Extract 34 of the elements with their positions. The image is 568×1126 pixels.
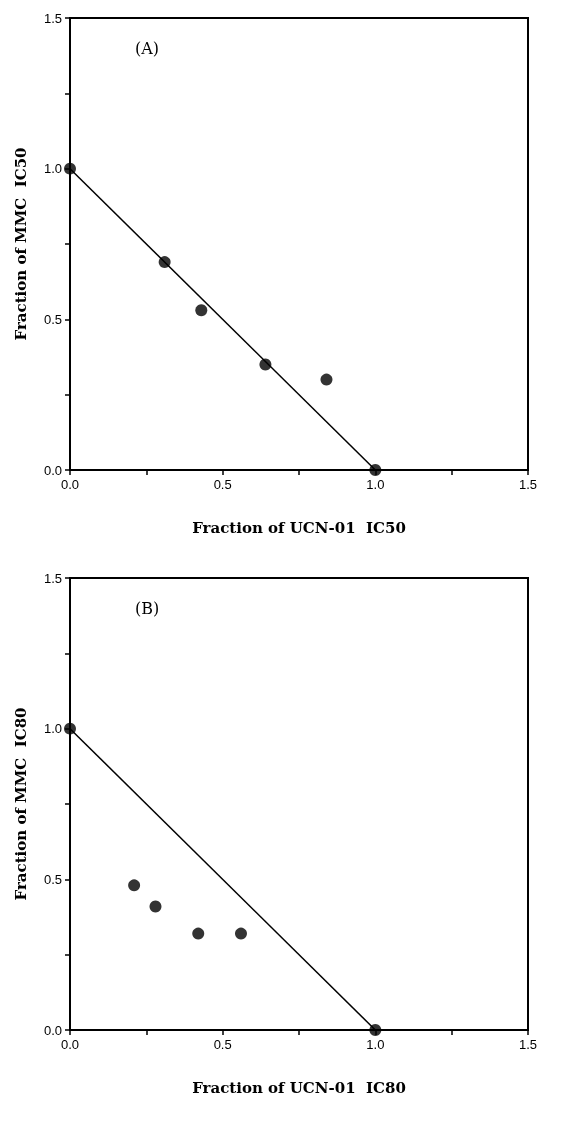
point bbox=[64, 162, 76, 175]
y-axis-title: Fraction of MMC IC80 bbox=[11, 707, 30, 901]
point bbox=[64, 722, 76, 735]
y-tick-label: 0.0 bbox=[43, 1022, 62, 1038]
point bbox=[235, 927, 247, 940]
point bbox=[369, 464, 382, 476]
point bbox=[259, 358, 272, 371]
x-tick-label: 1.5 bbox=[518, 1037, 538, 1052]
point bbox=[128, 879, 141, 892]
y-tick-label: 0.5 bbox=[43, 311, 62, 327]
y-tick-label: 1.0 bbox=[43, 161, 62, 177]
x-axis-title: Fraction of UCN-01 IC50 bbox=[192, 518, 406, 537]
annotation: (B) bbox=[135, 598, 160, 618]
x-tick-label: 0.0 bbox=[60, 477, 80, 492]
point bbox=[149, 900, 162, 913]
annotation: (A) bbox=[135, 38, 160, 58]
x-tick-label: 0.0 bbox=[60, 1037, 80, 1052]
point bbox=[195, 304, 208, 317]
x-tick-label: 1.5 bbox=[518, 477, 538, 492]
point bbox=[369, 1024, 382, 1036]
x-tick-label: 0.5 bbox=[213, 1037, 232, 1052]
y-tick-label: 1.5 bbox=[43, 10, 62, 26]
x-tick-label: 1.0 bbox=[366, 477, 385, 492]
x-tick-label: 1.0 bbox=[366, 1037, 385, 1052]
x-tick-label: 0.5 bbox=[213, 477, 232, 492]
point bbox=[158, 256, 171, 269]
y-axis-title: Fraction of MMC IC50 bbox=[11, 147, 30, 341]
y-tick-label: 0.0 bbox=[43, 462, 62, 478]
x-axis-title: Fraction of UCN-01 IC80 bbox=[192, 1078, 406, 1097]
y-tick-label: 0.5 bbox=[43, 871, 62, 887]
point bbox=[320, 373, 333, 386]
point bbox=[192, 927, 205, 940]
y-tick-label: 1.0 bbox=[43, 721, 62, 737]
y-tick-label: 1.5 bbox=[43, 570, 62, 586]
